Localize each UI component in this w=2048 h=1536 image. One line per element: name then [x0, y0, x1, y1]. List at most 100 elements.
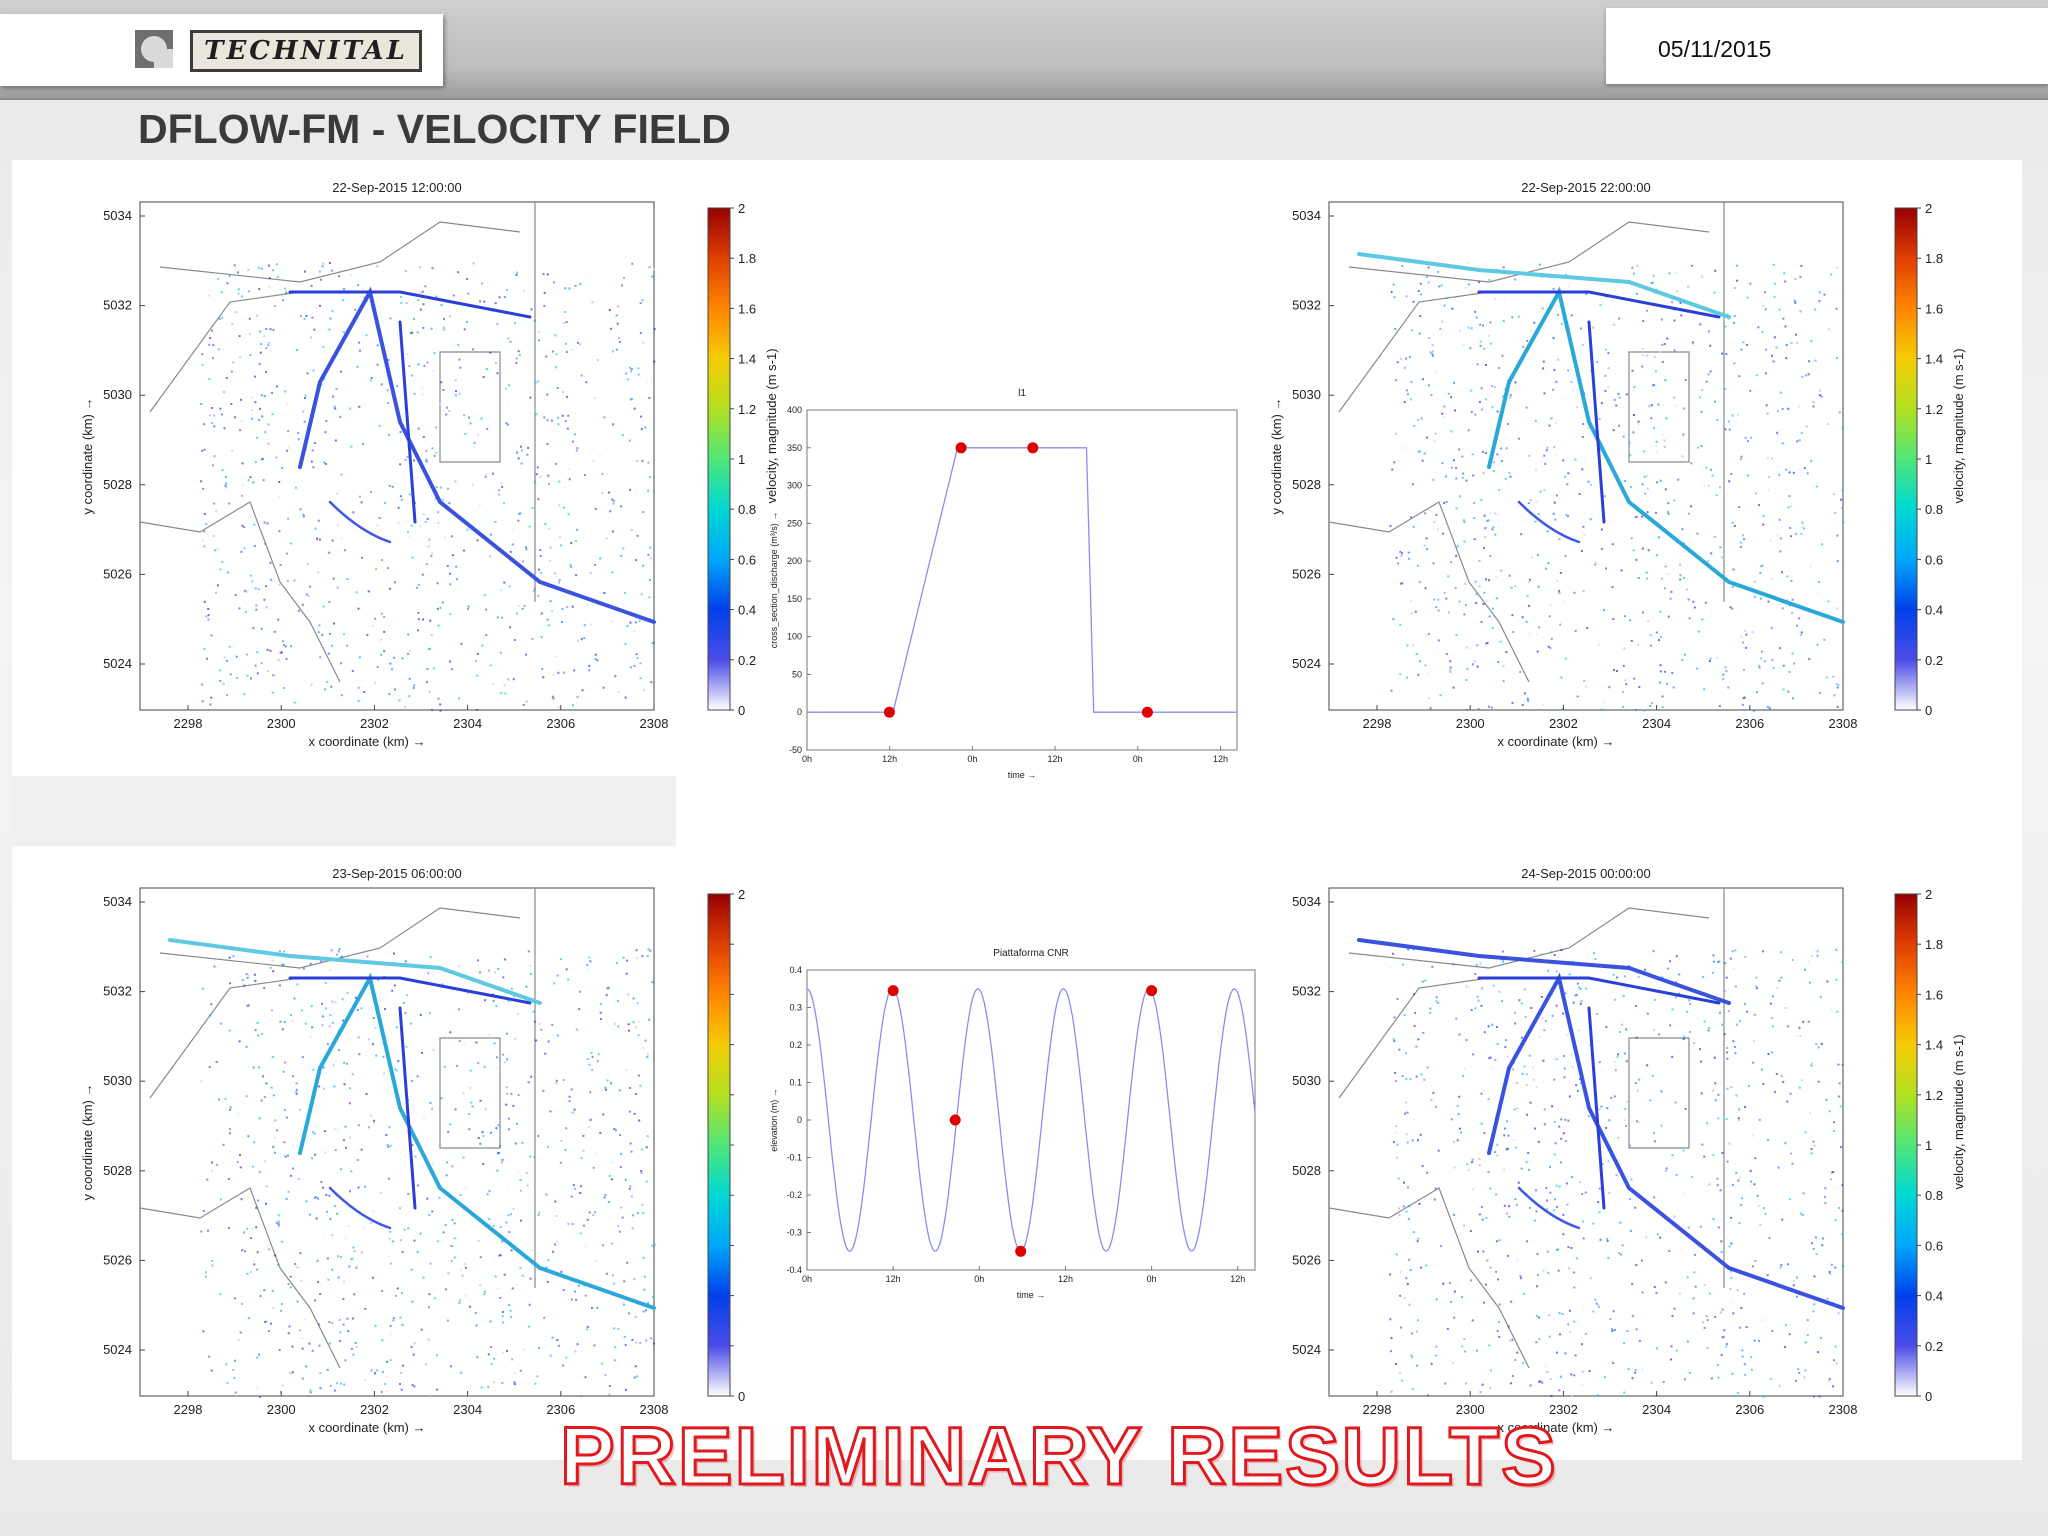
velocity-dot [580, 1157, 583, 1160]
velocity-dot [1823, 638, 1826, 641]
velocity-dot [426, 517, 429, 520]
velocity-dot [1530, 1007, 1533, 1009]
velocity-dot [400, 1292, 403, 1295]
colorbar-tick-label: 0.6 [738, 552, 756, 567]
velocity-dot [1736, 279, 1739, 282]
velocity-dot [1434, 1187, 1437, 1190]
velocity-dot [1791, 1162, 1794, 1165]
velocity-dot [1467, 262, 1470, 265]
velocity-dot [450, 1365, 453, 1368]
velocity-dot [1553, 1153, 1556, 1156]
velocity-dot [472, 348, 475, 351]
velocity-dot [613, 1128, 616, 1131]
velocity-dot [338, 1318, 341, 1321]
velocity-dot [268, 277, 271, 280]
velocity-dot [1482, 324, 1485, 327]
velocity-dot [457, 271, 460, 274]
velocity-dot [1616, 976, 1619, 979]
velocity-dot [1799, 310, 1802, 313]
velocity-dot [1838, 1207, 1841, 1209]
y-tick-label: 5028 [1292, 1163, 1321, 1178]
velocity-dot [1551, 1105, 1554, 1108]
velocity-dot [1731, 1184, 1734, 1186]
velocity-dot [407, 1227, 410, 1230]
velocity-dot [1824, 1187, 1827, 1190]
velocity-dot [254, 587, 257, 590]
velocity-dot [295, 1091, 298, 1094]
velocity-dot [1473, 660, 1476, 663]
velocity-dot [1462, 472, 1465, 475]
velocity-dot [417, 618, 420, 621]
velocity-dot [1539, 1380, 1542, 1383]
velocity-dot [1638, 686, 1641, 689]
velocity-dot [1424, 966, 1427, 969]
velocity-dot [500, 1161, 503, 1164]
velocity-dot [1425, 419, 1428, 422]
velocity-dot [330, 334, 332, 337]
velocity-dot [517, 519, 520, 522]
velocity-dot [383, 1072, 385, 1075]
velocity-dot [265, 585, 268, 588]
velocity-dot [413, 459, 415, 462]
velocity-dot [554, 1243, 557, 1246]
velocity-dot [1617, 1136, 1620, 1139]
velocity-dot [635, 559, 638, 562]
velocity-dot [468, 416, 470, 419]
colorbar [707, 207, 731, 711]
velocity-dot [1671, 1055, 1674, 1058]
velocity-dot [537, 339, 540, 342]
velocity-dot [552, 673, 555, 676]
velocity-dot [247, 269, 250, 272]
velocity-dot [1762, 1395, 1765, 1398]
colorbar-tick-label: 2 [738, 201, 745, 216]
velocity-dot [279, 651, 282, 654]
velocity-dot [1567, 1267, 1570, 1270]
velocity-dot [417, 299, 420, 302]
velocity-dot [1663, 343, 1666, 345]
velocity-dot [623, 560, 626, 562]
velocity-dot [1417, 1038, 1420, 1041]
velocity-dot [1449, 666, 1452, 669]
velocity-dot [468, 1113, 471, 1116]
velocity-dot [1461, 1075, 1464, 1077]
velocity-dot [388, 1237, 391, 1240]
velocity-dot [494, 971, 496, 974]
velocity-dot [501, 1240, 504, 1243]
velocity-dot [1815, 1043, 1818, 1046]
velocity-dot [1720, 1353, 1723, 1356]
velocity-dot [1769, 1377, 1772, 1380]
velocity-dot [1838, 411, 1841, 414]
velocity-dot [299, 508, 302, 511]
velocity-dot [1779, 951, 1782, 954]
velocity-dot [1525, 1083, 1528, 1086]
panel-gap [12, 776, 676, 846]
velocity-dot [571, 440, 574, 443]
velocity-dot [615, 1129, 617, 1132]
velocity-dot [211, 1114, 214, 1117]
velocity-dot [1411, 483, 1414, 486]
velocity-dot [622, 956, 625, 959]
velocity-dot [1670, 590, 1673, 593]
velocity-dot [507, 1214, 510, 1217]
velocity-dot [1550, 417, 1553, 420]
velocity-dot [485, 473, 488, 476]
velocity-dot [1480, 1092, 1483, 1095]
velocity-dot [629, 488, 632, 491]
velocity-dot [321, 1015, 324, 1018]
velocity-dot [1771, 1329, 1774, 1332]
velocity-dot [276, 1264, 279, 1267]
velocity-dot [526, 453, 529, 456]
velocity-dot [262, 457, 265, 460]
velocity-dot [1506, 376, 1509, 379]
velocity-dot [1671, 301, 1674, 304]
velocity-dot [466, 528, 469, 531]
velocity-dot [1478, 1157, 1481, 1160]
velocity-dot [400, 302, 403, 305]
velocity-dot [451, 668, 454, 671]
velocity-dot [1429, 351, 1432, 354]
velocity-dot [1642, 611, 1644, 614]
velocity-dot [1541, 1017, 1544, 1020]
velocity-dot [617, 1025, 620, 1028]
velocity-dot [1560, 949, 1563, 951]
velocity-dot [217, 348, 220, 351]
